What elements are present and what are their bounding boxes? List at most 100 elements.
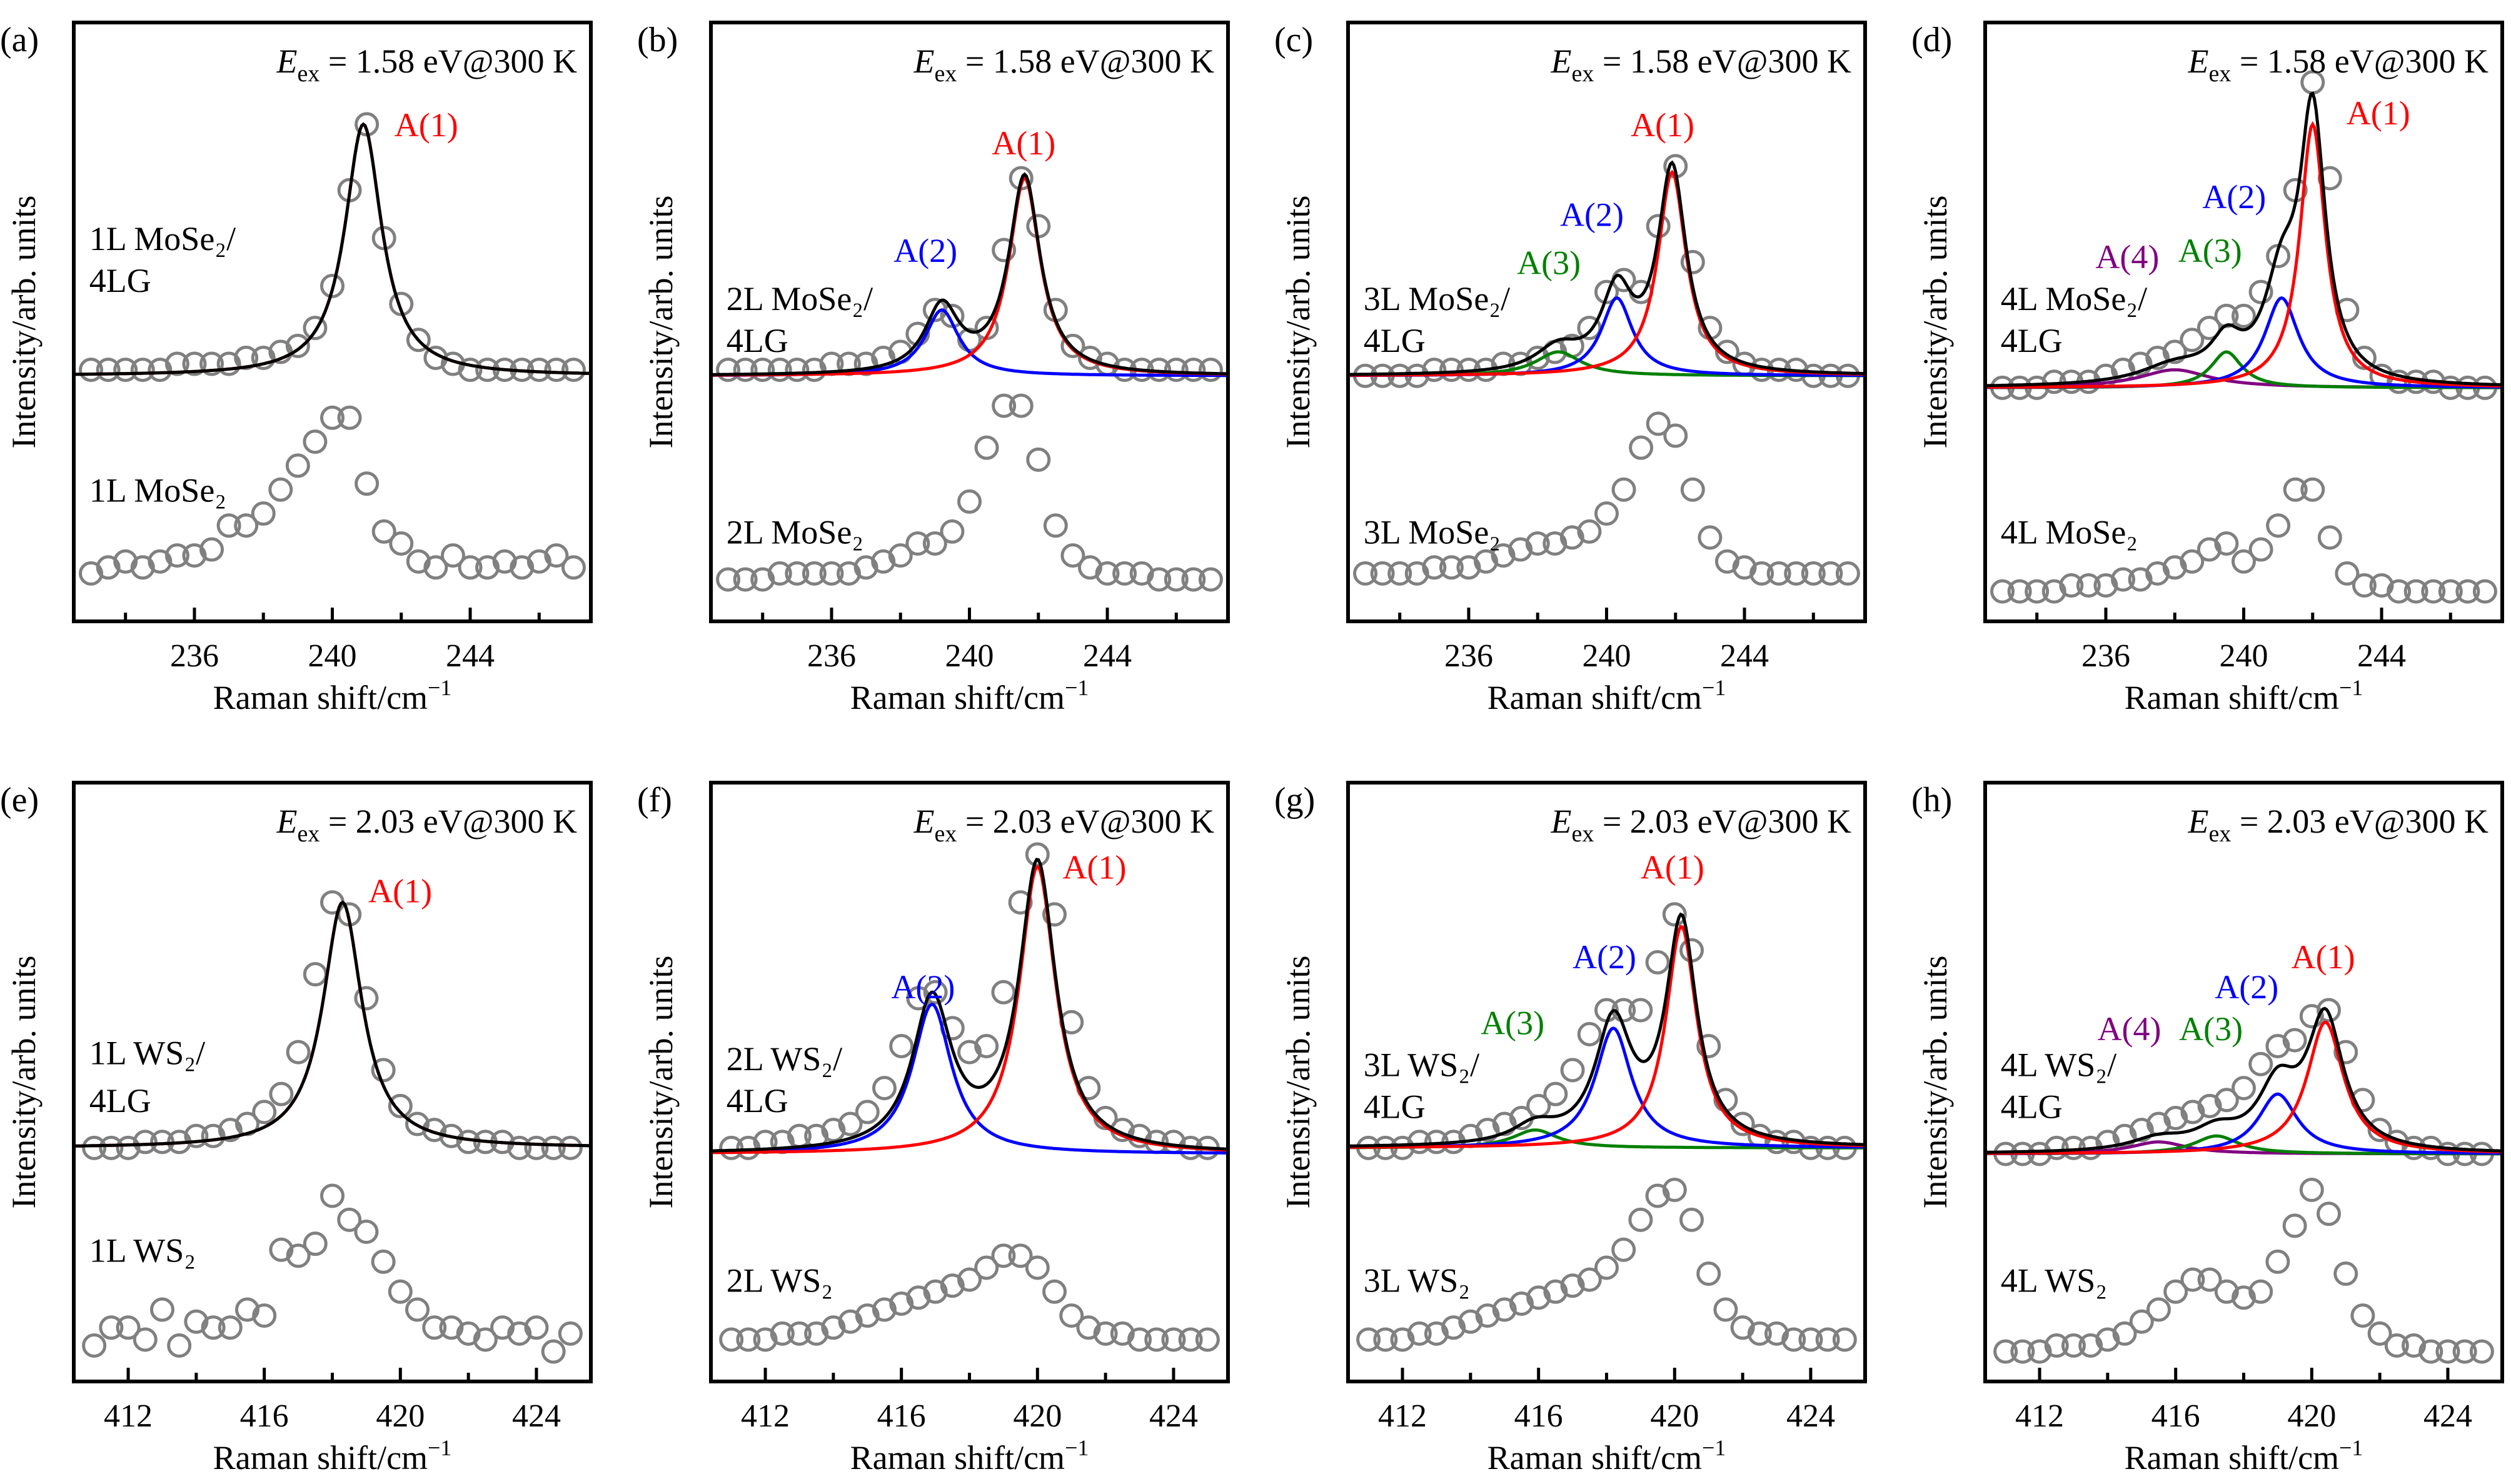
data-point: [1407, 1321, 1432, 1346]
data-point: [371, 1058, 396, 1083]
x-tick-label: 416: [1514, 1398, 1563, 1434]
data-point: [821, 1118, 846, 1143]
data-point: [167, 1333, 192, 1358]
data-point: [2469, 1339, 2494, 1364]
data-point: [99, 1135, 124, 1160]
annotation-symbol: E: [2187, 803, 2208, 840]
series-on-4LG-markers: [1990, 70, 2497, 400]
data-point: [389, 531, 414, 556]
data-point: [558, 1321, 583, 1346]
x-tick-label: 240: [1583, 638, 1631, 674]
data-point: [1526, 1285, 1551, 1310]
data-point: [561, 555, 586, 580]
data-point: [458, 555, 483, 580]
peak-label-A3: A(3): [2178, 232, 2242, 269]
data-point: [2387, 579, 2412, 604]
data-point: [524, 1135, 549, 1160]
sample-label-bare: 4L MoSe₂: [2001, 513, 2138, 551]
panel-label: (g): [1274, 781, 1315, 820]
data-point: [1560, 1273, 1585, 1298]
x-tick-label: 420: [376, 1398, 425, 1434]
data-point: [116, 1135, 141, 1160]
series-bare-markers: [1990, 477, 2497, 604]
data-point: [1698, 525, 1723, 550]
data-point: [541, 1339, 566, 1364]
data-point: [2367, 1321, 2392, 1346]
data-point: [475, 555, 500, 580]
x-axis-label-unit-exponent: −1: [1702, 675, 1726, 700]
data-point: [2214, 1088, 2239, 1113]
sample-label-on-4LG-line2: 4LG: [2001, 322, 2063, 359]
x-tick-label: 420: [1650, 1398, 1699, 1434]
data-point: [2078, 1333, 2103, 1358]
x-tick-label: 236: [170, 638, 219, 674]
data-point: [1008, 1243, 1033, 1268]
sample-label-on-4LG-line2: 4LG: [1364, 1088, 1426, 1125]
x-axis-label-unit-exponent: −1: [2339, 675, 2363, 700]
sample-label-on-4LG: 3L WS₂/: [1364, 1046, 1479, 1083]
x-axis-label-text: Raman shift/cm: [2125, 1439, 2339, 1476]
data-point: [821, 1315, 846, 1340]
x-axis-label-text: Raman shift/cm: [850, 679, 1065, 716]
data-point: [906, 1285, 931, 1310]
data-point: [2232, 1285, 2256, 1310]
plot-frame: [1346, 21, 1867, 623]
data-point: [2044, 1333, 2069, 1358]
data-point: [1832, 1327, 1857, 1352]
data-point: [1492, 1111, 1517, 1136]
data-point: [405, 1111, 430, 1136]
data-point: [1424, 1321, 1449, 1346]
data-point: [770, 1321, 795, 1346]
panel-label: (a): [0, 21, 39, 59]
peak-label-A1: A(1): [1641, 848, 1704, 886]
data-point: [716, 358, 741, 383]
data-point: [991, 1243, 1016, 1268]
x-axis-label-text: Raman shift/cm: [1487, 1439, 1702, 1476]
data-point: [2162, 555, 2187, 580]
plot-area: [1985, 998, 2502, 1364]
data-point: [750, 567, 775, 592]
data-point: [992, 393, 1017, 418]
data-point: [184, 1309, 209, 1334]
data-point: [286, 1243, 311, 1268]
data-point: [1628, 1207, 1653, 1232]
data-point: [406, 328, 431, 353]
data-point: [2248, 1051, 2273, 1076]
data-point: [1370, 561, 1395, 586]
data-point: [1059, 1303, 1084, 1328]
data-point: [1784, 561, 1809, 586]
sample-label-on-4LG: 4L MoSe₂/: [2001, 280, 2147, 318]
data-point: [1026, 447, 1051, 472]
data-point: [320, 405, 345, 430]
data-point: [1835, 561, 1860, 586]
data-point: [1663, 423, 1688, 448]
sample-label-on-4LG-line2: 4LG: [727, 322, 788, 359]
data-point: [2044, 1135, 2069, 1160]
peak-label-A2: A(2): [2215, 968, 2278, 1006]
x-tick-label: 236: [807, 638, 856, 674]
data-point: [1353, 561, 1378, 586]
data-point: [148, 358, 173, 383]
data-point: [719, 1327, 744, 1352]
data-point: [1060, 333, 1085, 358]
data-point: [510, 555, 535, 580]
data-point: [1696, 1261, 1721, 1286]
panel-label: (h): [1911, 781, 1952, 820]
x-axis-label-text: Raman shift/cm: [1487, 679, 1702, 716]
data-point: [2283, 477, 2308, 502]
data-point: [1422, 358, 1447, 383]
data-point: [2027, 1339, 2052, 1364]
data-point: [888, 543, 913, 568]
data-point: [2232, 1076, 2256, 1101]
data-point: [79, 358, 104, 383]
data-point: [2180, 1267, 2205, 1292]
data-point: [2265, 1034, 2290, 1059]
series-on-4LG-markers: [716, 166, 1223, 383]
data-point: [492, 549, 517, 574]
data-point: [1407, 1130, 1432, 1155]
data-point: [268, 477, 293, 502]
data-point: [855, 1100, 880, 1125]
data-point: [182, 543, 207, 568]
data-point: [1594, 501, 1619, 526]
data-point: [558, 1135, 583, 1160]
